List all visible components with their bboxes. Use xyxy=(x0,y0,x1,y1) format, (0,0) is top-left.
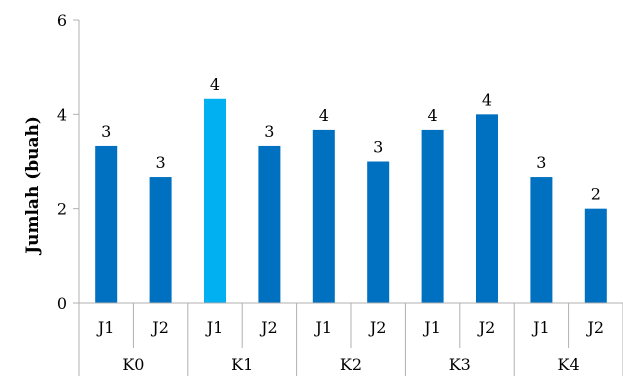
bar-k4-j2 xyxy=(584,208,607,303)
data-label: 3 xyxy=(101,122,111,141)
data-label: 4 xyxy=(428,106,438,125)
data-label: 4 xyxy=(319,106,329,125)
x-group-label: K2 xyxy=(340,355,362,374)
data-label: 3 xyxy=(264,122,274,141)
x-sub-tick-label: J2 xyxy=(477,318,496,337)
x-group-label: K3 xyxy=(449,355,471,374)
x-sub-tick-label: J1 xyxy=(205,318,224,337)
x-group-label: K1 xyxy=(231,355,253,374)
y-axis: 0 2 4 6 xyxy=(57,11,80,376)
bar-k1-j2 xyxy=(258,145,281,303)
data-label: 3 xyxy=(536,153,546,172)
x-sub-tick-label: J2 xyxy=(586,318,605,337)
x-sub-tick-label: J1 xyxy=(422,318,441,337)
x-axis: J1 J2 K0 J1 J2 K1 J1 J2 K2 J1 J2 K3 J1 J2 K4 xyxy=(79,302,623,376)
x-sub-tick-label: J2 xyxy=(150,318,169,337)
x-group-label: K4 xyxy=(558,355,580,374)
y-tick-label: 6 xyxy=(57,11,67,30)
x-sub-tick-label: J2 xyxy=(259,318,278,337)
bar-k0-j1 xyxy=(95,145,118,303)
y-tick-label: 0 xyxy=(57,294,67,313)
x-sub-tick-label: J1 xyxy=(531,318,550,337)
data-labels: 3 3 4 3 4 3 4 4 3 2 xyxy=(101,75,601,204)
x-sub-tick-label: J1 xyxy=(96,318,115,337)
data-label: 3 xyxy=(156,153,166,172)
bar-k4-j1 xyxy=(530,177,553,303)
data-label: 4 xyxy=(482,90,492,109)
bar-k0-j2 xyxy=(149,177,172,303)
bars xyxy=(95,98,607,303)
bar-k3-j1 xyxy=(421,129,444,303)
bar-k2-j1 xyxy=(312,129,335,303)
x-group-label: K0 xyxy=(122,355,144,374)
y-tick-label: 4 xyxy=(57,105,67,124)
y-tick-label: 2 xyxy=(57,200,67,219)
data-label: 3 xyxy=(373,138,383,157)
data-label: 4 xyxy=(210,75,220,94)
bar-k3-j2 xyxy=(476,114,498,303)
x-sub-tick-label: J2 xyxy=(368,318,387,337)
bar-k2-j2 xyxy=(367,161,390,303)
y-axis-label: Jumlah (buah) xyxy=(23,116,43,256)
x-sub-tick-label: J1 xyxy=(314,318,333,337)
data-label: 2 xyxy=(591,185,601,204)
bar-k1-j1 xyxy=(204,98,226,303)
